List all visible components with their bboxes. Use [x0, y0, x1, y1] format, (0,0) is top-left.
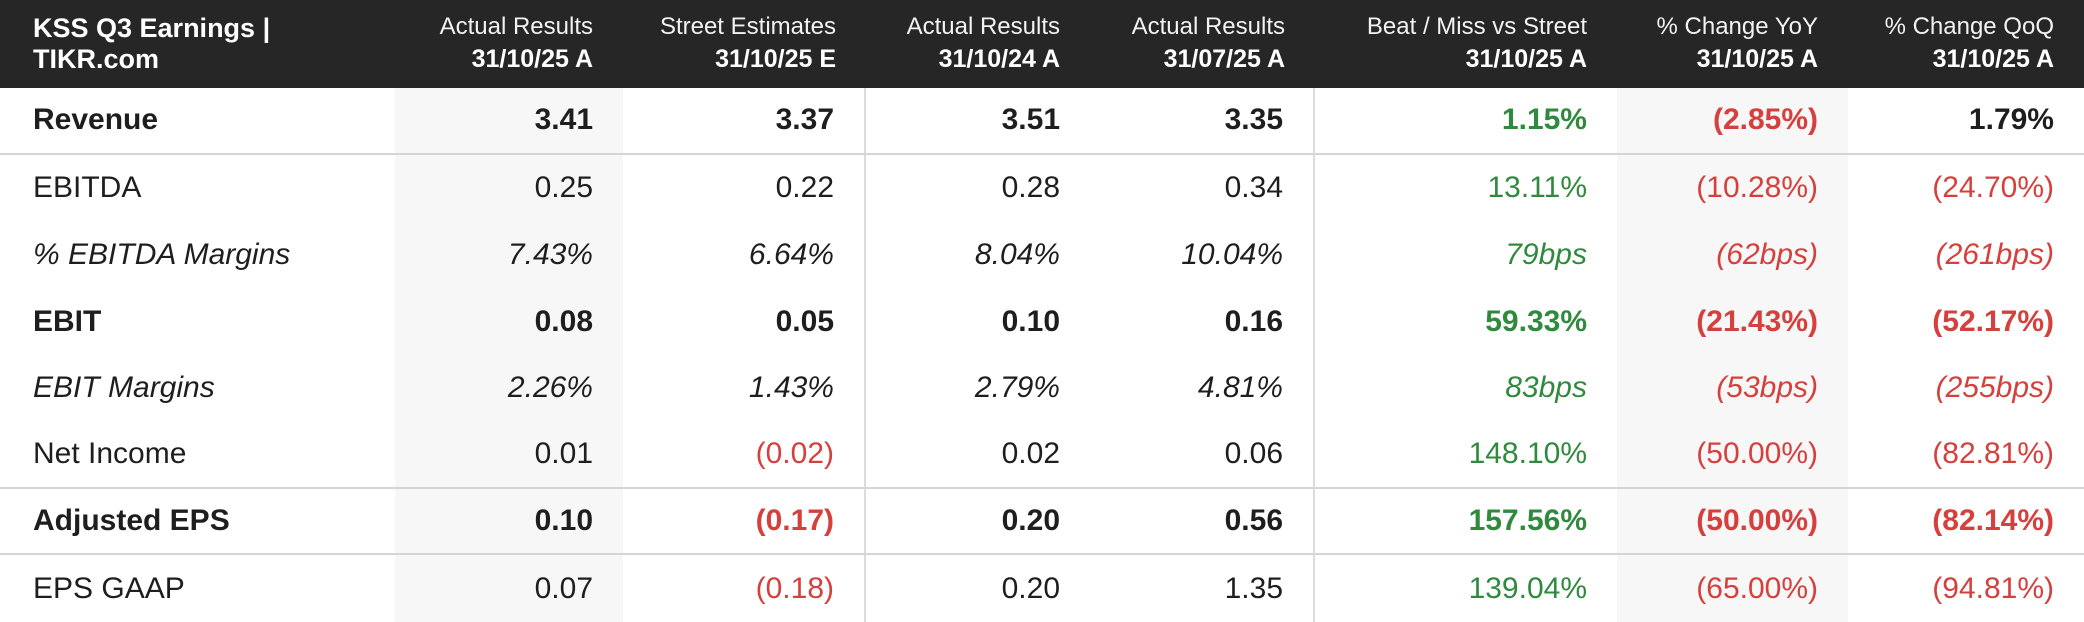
- value-cell: 157.56%: [1315, 488, 1617, 556]
- value-cell: (65.00%): [1617, 555, 1848, 622]
- column-header: Actual Results 31/07/25 A: [1090, 0, 1315, 88]
- row-label: % EBITDA Margins: [0, 221, 395, 289]
- column-header-date: 31/10/25 E: [715, 45, 836, 74]
- value-cell: 6.64%: [623, 221, 866, 289]
- column-header: Street Estimates 31/10/25 E: [623, 0, 866, 88]
- row-label: Net Income: [0, 421, 395, 489]
- value-cell: (50.00%): [1617, 421, 1848, 489]
- value-cell: 2.26%: [395, 355, 623, 422]
- value-cell: (94.81%): [1848, 555, 2084, 622]
- value-cell: 3.35: [1090, 88, 1315, 155]
- value-cell: 0.10: [866, 288, 1090, 355]
- value-cell: (52.17%): [1848, 288, 2084, 355]
- column-header-label: Actual Results: [906, 12, 1060, 40]
- column-header-date: 31/10/24 A: [938, 45, 1060, 74]
- value-cell: 1.79%: [1848, 88, 2084, 155]
- column-header-label: Actual Results: [439, 12, 593, 40]
- value-cell: 0.07: [395, 555, 623, 622]
- column-header-date: 31/10/25 A: [1932, 45, 2054, 74]
- value-cell: 0.28: [866, 154, 1090, 222]
- value-cell: (21.43%): [1617, 288, 1848, 355]
- column-header: Beat / Miss vs Street 31/10/25 A: [1315, 0, 1617, 88]
- value-cell: 0.01: [395, 421, 623, 489]
- value-cell: 2.79%: [866, 355, 1090, 422]
- value-cell: 0.56: [1090, 488, 1315, 556]
- column-header-date: 31/10/25 A: [1696, 45, 1818, 74]
- value-cell: 0.34: [1090, 154, 1315, 222]
- row-label: EPS GAAP: [0, 555, 395, 622]
- column-header-label: Beat / Miss vs Street: [1366, 12, 1587, 40]
- value-cell: 3.41: [395, 88, 623, 155]
- value-cell: 0.20: [866, 488, 1090, 556]
- value-cell: (10.28%): [1617, 154, 1848, 222]
- value-cell: (82.81%): [1848, 421, 2084, 489]
- value-cell: 8.04%: [866, 221, 1090, 289]
- value-cell: 1.43%: [623, 355, 866, 422]
- value-cell: 79bps: [1315, 221, 1617, 289]
- column-header-label: % Change YoY: [1656, 12, 1818, 40]
- value-cell: (24.70%): [1848, 154, 2084, 222]
- value-cell: 59.33%: [1315, 288, 1617, 355]
- value-cell: 139.04%: [1315, 555, 1617, 622]
- value-cell: 0.05: [623, 288, 866, 355]
- value-cell: 0.22: [623, 154, 866, 222]
- value-cell: 148.10%: [1315, 421, 1617, 489]
- column-header-label: Street Estimates: [659, 12, 836, 40]
- row-label: Revenue: [0, 88, 395, 155]
- value-cell: (255bps): [1848, 355, 2084, 422]
- value-cell: 3.51: [866, 88, 1090, 155]
- value-cell: (0.02): [623, 421, 866, 489]
- value-cell: 3.37: [623, 88, 866, 155]
- value-cell: 4.81%: [1090, 355, 1315, 422]
- value-cell: 1.35: [1090, 555, 1315, 622]
- value-cell: (53bps): [1617, 355, 1848, 422]
- row-label: EBIT Margins: [0, 355, 395, 422]
- value-cell: 13.11%: [1315, 154, 1617, 222]
- value-cell: (0.18): [623, 555, 866, 622]
- value-cell: 0.25: [395, 154, 623, 222]
- column-header: Actual Results 31/10/24 A: [866, 0, 1090, 88]
- value-cell: 0.10: [395, 488, 623, 556]
- column-header-date: 31/07/25 A: [1163, 45, 1285, 74]
- value-cell: 0.20: [866, 555, 1090, 622]
- row-label: EBITDA: [0, 154, 395, 222]
- value-cell: (0.17): [623, 488, 866, 556]
- table-title: KSS Q3 Earnings | TIKR.com: [0, 0, 395, 88]
- column-header: % Change QoQ 31/10/25 A: [1848, 0, 2084, 88]
- row-label: EBIT: [0, 288, 395, 355]
- column-header-date: 31/10/25 A: [471, 45, 593, 74]
- column-header: Actual Results 31/10/25 A: [395, 0, 623, 88]
- value-cell: 0.06: [1090, 421, 1315, 489]
- value-cell: (2.85%): [1617, 88, 1848, 155]
- column-header-date: 31/10/25 A: [1465, 45, 1587, 74]
- value-cell: (82.14%): [1848, 488, 2084, 556]
- value-cell: (50.00%): [1617, 488, 1848, 556]
- value-cell: (261bps): [1848, 221, 2084, 289]
- value-cell: 7.43%: [395, 221, 623, 289]
- value-cell: (62bps): [1617, 221, 1848, 289]
- value-cell: 10.04%: [1090, 221, 1315, 289]
- value-cell: 0.16: [1090, 288, 1315, 355]
- value-cell: 83bps: [1315, 355, 1617, 422]
- value-cell: 0.02: [866, 421, 1090, 489]
- value-cell: 0.08: [395, 288, 623, 355]
- column-header: % Change YoY 31/10/25 A: [1617, 0, 1848, 88]
- row-label: Adjusted EPS: [0, 488, 395, 556]
- value-cell: 1.15%: [1315, 88, 1617, 155]
- column-header-label: Actual Results: [1131, 12, 1285, 40]
- column-header-label: % Change QoQ: [1884, 12, 2054, 40]
